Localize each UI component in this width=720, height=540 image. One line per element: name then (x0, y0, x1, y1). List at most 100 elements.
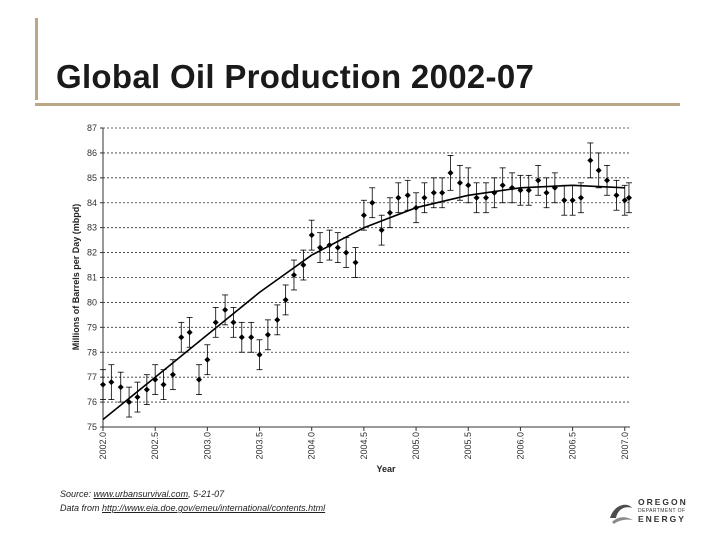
chart-data-point (308, 232, 315, 239)
chart-x-tick-label: 2006.0 (515, 432, 525, 460)
logo-line-oregon: OREGON (638, 497, 688, 507)
chart-x-tick-label: 2004.5 (359, 432, 369, 460)
chart-data-point (378, 227, 385, 234)
chart-y-tick-label: 83 (87, 223, 97, 233)
chart-data-point (238, 334, 245, 341)
chart-data-point (352, 259, 359, 266)
chart-data-point (186, 329, 193, 336)
chart-x-tick-label: 2005.0 (411, 432, 421, 460)
chart-data-point (282, 296, 289, 303)
chart-data-point (152, 376, 159, 383)
chart-data-point (386, 209, 393, 216)
data-source-prefix: Data from (60, 503, 103, 513)
chart-data-point (499, 182, 506, 189)
chart-data-point (421, 194, 428, 201)
chart-data-point (447, 169, 454, 176)
data-source-link[interactable]: http://www.eia.doe.gov/emeu/internationa… (102, 503, 326, 513)
chart-y-tick-label: 75 (87, 422, 97, 432)
chart-data-point (456, 179, 463, 186)
chart-y-tick-label: 82 (87, 248, 97, 258)
chart-x-axis-title: Year (376, 464, 396, 474)
chart-x-tick-label: 2002.5 (150, 432, 160, 460)
chart-y-tick-label: 79 (87, 322, 97, 332)
chart-data-point (222, 306, 229, 313)
chart-x-tick-label: 2007.0 (620, 432, 630, 460)
chart-data-point (587, 157, 594, 164)
chart-data-point (569, 197, 576, 204)
chart-data-point (248, 334, 255, 341)
chart-data-point (509, 184, 516, 191)
chart-data-point (300, 262, 307, 269)
chart-data-point (517, 187, 524, 194)
chart-y-tick-label: 81 (87, 273, 97, 283)
chart-data-point (326, 242, 333, 249)
chart-data-point (439, 189, 446, 196)
chart-x-ticks: 2002.0 2002.5 2003.0 2003.5 2004.0 2004.5 2005… (98, 427, 630, 460)
chart-data-point (334, 244, 341, 251)
chart-data-point (343, 249, 350, 256)
chart-data-point (543, 189, 550, 196)
chart-data-point (117, 384, 124, 391)
chart-data-point (108, 379, 115, 386)
chart-y-tick-label: 87 (87, 123, 97, 133)
chart-data-point (430, 189, 437, 196)
chart-data-point (169, 371, 176, 378)
chart-x-tick-label: 2006.5 (568, 432, 578, 460)
slide-title: Global Oil Production 2002-07 (56, 58, 535, 95)
oregon-energy-logo: OREGON DEPARTMENT OF ENERGY (606, 496, 716, 530)
chart-data-point (413, 204, 420, 211)
logo-swoosh-icon (610, 504, 633, 524)
chart-data-point (595, 167, 602, 174)
source-suffix: , 5-21-07 (188, 489, 225, 499)
chart-x-tick-label: 2005.5 (463, 432, 473, 460)
chart-data-point (160, 381, 167, 388)
chart-data-point (126, 399, 133, 406)
source-prefix: Source: (60, 489, 94, 499)
chart-data-point (465, 182, 472, 189)
logo-wordmark: OREGON DEPARTMENT OF ENERGY (638, 498, 688, 524)
chart-data-point (613, 192, 620, 199)
chart-data-point (264, 331, 271, 338)
chart-data-point (482, 194, 489, 201)
chart-data-point (134, 394, 141, 401)
chart-data-point (290, 272, 297, 279)
chart-x-tick-label: 2003.0 (202, 432, 212, 460)
logo-line-energy: ENERGY (638, 514, 686, 524)
chart-data-point (369, 199, 376, 206)
chart-data-point (178, 334, 185, 341)
chart-x-tick-label: 2002.0 (98, 432, 108, 460)
chart-y-tick-label: 84 (87, 198, 97, 208)
chart-data-point (274, 316, 281, 323)
accent-rule-horizontal (35, 103, 680, 106)
chart-data-point (491, 189, 498, 196)
chart-gridlines (103, 127, 630, 403)
chart-data-point (395, 194, 402, 201)
chart-data-point (525, 187, 532, 194)
accent-rule-vertical (35, 18, 38, 100)
chart-y-ticks: 75 76 77 78 79 80 81 82 83 84 85 86 87 (87, 123, 103, 432)
chart-data-point (535, 177, 542, 184)
chart-data-point (317, 244, 324, 251)
chart-y-tick-label: 85 (87, 173, 97, 183)
logo-line-department: DEPARTMENT OF (638, 508, 686, 514)
chart-data-point (561, 197, 568, 204)
chart-data-point (551, 184, 558, 191)
chart-x-tick-label: 2003.5 (255, 432, 265, 460)
chart-data-point (404, 192, 411, 199)
chart-data-point (577, 194, 584, 201)
chart-data-point (100, 381, 106, 388)
chart-data-point (143, 386, 150, 393)
chart-data-point (212, 319, 219, 326)
source-link[interactable]: www.urbansurvival.com (93, 489, 189, 499)
chart-y-tick-label: 78 (87, 347, 97, 357)
chart-y-tick-label: 86 (87, 148, 97, 158)
chart-y-axis-title: Millions of Barrels per Day (mbpd) (71, 204, 81, 351)
chart-x-tick-label: 2004.0 (307, 432, 317, 460)
chart-data-point (473, 194, 480, 201)
chart-data-point (621, 197, 628, 204)
chart-data-point (625, 194, 632, 201)
chart-points (100, 142, 632, 418)
chart-y-tick-label: 80 (87, 297, 97, 307)
chart-y-tick-label: 76 (87, 397, 97, 407)
